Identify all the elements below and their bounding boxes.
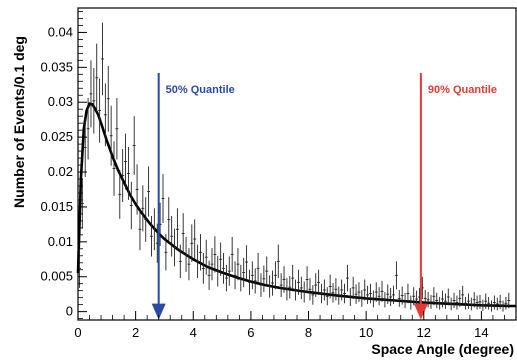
- x-tick-label: 14: [474, 325, 488, 340]
- quantile-annotations: 50% Quantile 90% Quantile: [151, 73, 497, 320]
- x-tick-label: 12: [417, 325, 431, 340]
- y-tick-label: 0.02: [48, 164, 73, 179]
- x-tick-label: 4: [190, 325, 197, 340]
- x-tick-label: 8: [305, 325, 312, 340]
- y-tick-label: 0.04: [48, 24, 73, 39]
- fit-curve-layer: [76, 102, 516, 308]
- y-tick-label: 0.025: [40, 129, 73, 144]
- x-tick-label: 10: [359, 325, 373, 340]
- fit-curve: [76, 102, 516, 308]
- x-axis-title: Space Angle (degree): [371, 341, 514, 357]
- y-axis-title: Number of Events/0.1 deg: [11, 36, 27, 208]
- axes: 0 0.005 0.01 0.015 0.02 0.025 0.03 0.035 0.04 0 2 4…: [40, 7, 517, 340]
- y-tick-label: 0.005: [40, 269, 73, 284]
- quantile-label: 90% Quantile: [428, 84, 497, 96]
- quantile-label: 50% Quantile: [166, 84, 235, 96]
- x-tick-label: 6: [247, 325, 254, 340]
- y-tick-label: 0.015: [40, 199, 73, 214]
- x-tick-label: 2: [132, 325, 139, 340]
- y-tick-label: 0.035: [40, 59, 73, 74]
- quantile-marker-arrow: [151, 303, 166, 320]
- y-tick-label: 0.01: [48, 234, 73, 249]
- y-tick-label: 0.03: [48, 94, 73, 109]
- plot-frame: [77, 7, 517, 321]
- quantile-marker-arrow: [413, 303, 428, 320]
- y-tick-label: 0: [66, 304, 73, 319]
- error-bars-layer: [78, 22, 511, 312]
- x-tick-label: 0: [74, 325, 81, 340]
